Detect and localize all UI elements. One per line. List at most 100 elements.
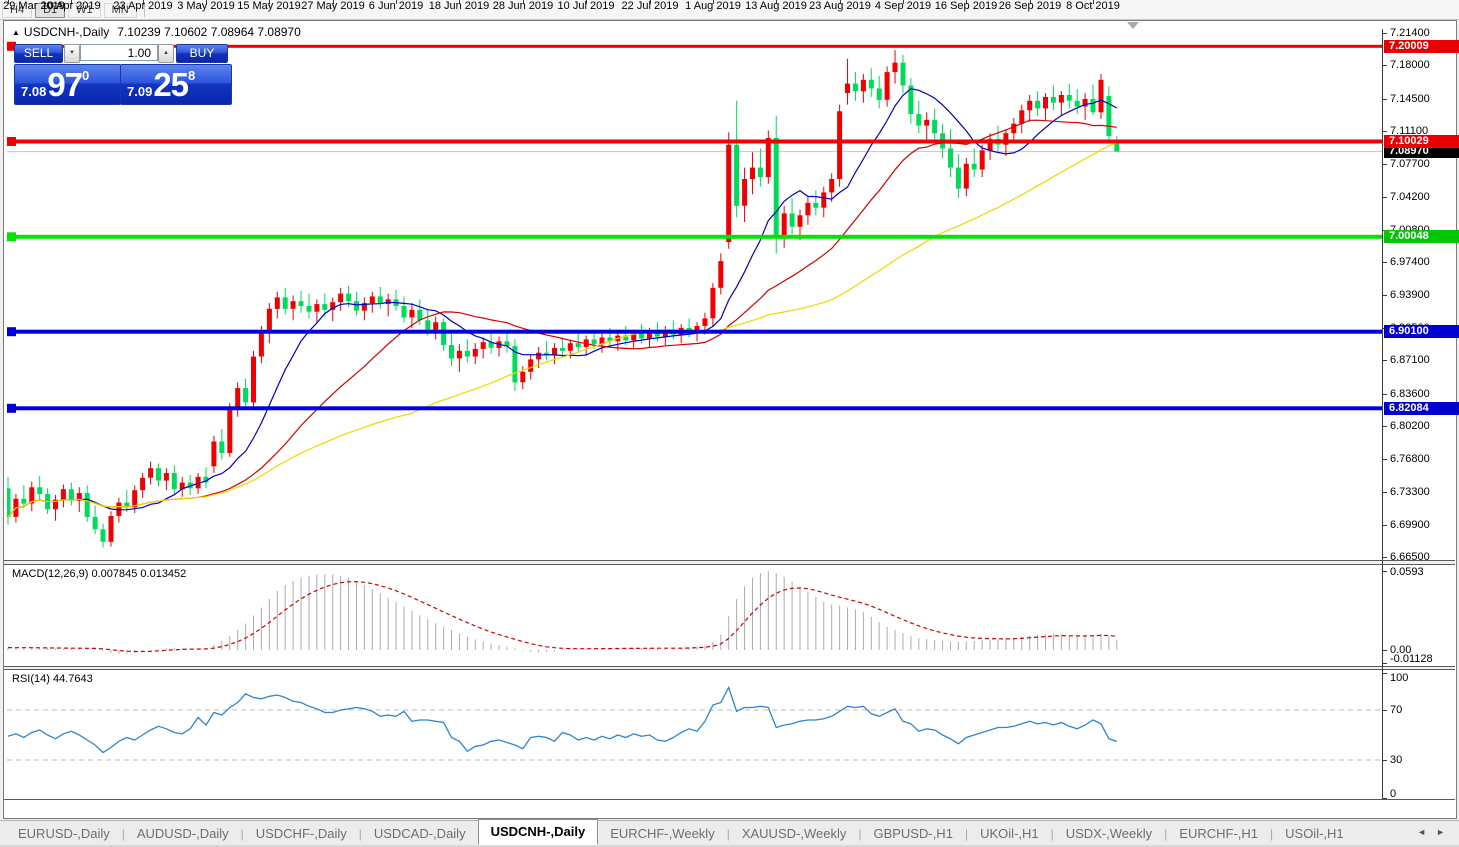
date-tick [713, 0, 714, 4]
chart-shift-marker-icon[interactable] [1127, 22, 1139, 29]
date-label: 27 May 2019 [301, 0, 365, 12]
tab-scroll-right-icon[interactable]: ► [1436, 827, 1455, 837]
tab-usdcad-daily[interactable]: USDCAD-,Daily [373, 826, 466, 841]
timeframe-button-d1[interactable]: D1 [35, 3, 66, 18]
price-macd-separator[interactable] [4, 560, 1455, 565]
macd-rsi-separator[interactable] [4, 666, 1455, 670]
price-axis-label: 7.14500 [1390, 93, 1430, 105]
tab-usdcnh-daily[interactable]: USDCNH-,Daily [477, 819, 599, 845]
price-axis-label: 7.04200 [1390, 191, 1430, 203]
date-label: 1 Aug 2019 [685, 0, 741, 12]
tab-separator: | [964, 827, 969, 841]
date-label: 29 Mar 2019 [3, 0, 65, 12]
date-label: 10 Jul 2019 [557, 0, 615, 12]
date-label: 6 Jun 2019 [368, 0, 424, 12]
date-label: 28 Jun 2019 [492, 0, 554, 12]
date-tick [650, 0, 651, 4]
date-label: 13 Aug 2019 [745, 0, 807, 12]
volume-input[interactable] [80, 44, 158, 61]
date-tick [459, 0, 460, 4]
timeframe-button-h4[interactable]: H4 [2, 3, 33, 18]
price-axis-label: 6.80200 [1390, 420, 1430, 432]
price-axis-tick [1383, 492, 1387, 493]
macd-axis-tick [1383, 650, 1387, 651]
date-tick [71, 0, 72, 4]
tab-usdx-weekly[interactable]: USDX-,Weekly [1065, 826, 1153, 841]
collapse-arrow-icon[interactable]: ▲ [12, 28, 20, 37]
price-axis-tick [1383, 557, 1387, 558]
tab-audusd-daily[interactable]: AUDUSD-,Daily [136, 826, 229, 841]
tab-eurusd-daily[interactable]: EURUSD-,Daily [18, 826, 110, 841]
date-label: 23 Apr 2019 [113, 0, 173, 12]
date-label: 10 Apr 2019 [41, 0, 101, 12]
price-axis-tick [1383, 525, 1387, 526]
price-badge-7.08970: 7.08970 [1384, 145, 1459, 158]
date-label: 16 Sep 2019 [934, 0, 998, 12]
date-label: 4 Sep 2019 [874, 0, 932, 12]
price-axis-label: 6.87100 [1390, 354, 1430, 366]
chart-ohlc-values: 7.10239 7.10602 7.08964 7.08970 [117, 25, 301, 39]
price-axis-tick [1383, 65, 1387, 66]
volume-decrease-button[interactable]: ▼ [64, 44, 80, 63]
sell-price-prefix: 7.08 [21, 84, 47, 99]
price-axis-label: 6.93900 [1390, 289, 1430, 301]
date-tick [903, 0, 904, 4]
tab-separator: | [1270, 827, 1274, 841]
price-badge-6.90100: 6.90100 [1384, 325, 1459, 338]
date-label: 8 Oct 2019 [1066, 0, 1120, 12]
timeframe-button-w1[interactable]: W1 [68, 3, 101, 18]
sell-button[interactable]: SELL [14, 44, 63, 63]
price-axis-tick [1383, 459, 1387, 460]
tab-xauusd-weekly[interactable]: XAUUSD-,Weekly [741, 826, 847, 841]
timeframe-button-mn[interactable]: MN [103, 3, 137, 18]
tab-separator: | [358, 827, 362, 841]
price-axis-tick [1383, 164, 1387, 165]
tab-gbpusd-h1[interactable]: GBPUSD-,H1 [873, 826, 953, 841]
price-badge-6.82084: 6.82084 [1384, 402, 1459, 415]
macd-axis-tick [1383, 663, 1387, 664]
date-label: 18 Jun 2019 [428, 0, 490, 12]
rsi-panel[interactable] [7, 670, 1383, 799]
price-axis-label: 7.11100 [1390, 125, 1429, 137]
price-chart[interactable] [7, 29, 1383, 563]
price-axis-label: 6.97400 [1390, 256, 1430, 268]
price-badge-7.00048: 7.00048 [1384, 230, 1459, 243]
price-axis-tick [1383, 131, 1387, 132]
tab-separator: | [121, 827, 125, 841]
buy-price-point: 8 [188, 68, 196, 83]
tab-separator: | [726, 827, 730, 841]
date-tick [269, 0, 270, 4]
price-axis-label: 6.83600 [1390, 388, 1430, 400]
price-axis-tick [1383, 360, 1387, 361]
tab-eurchf-h1[interactable]: EURCHF-,H1 [1179, 826, 1259, 841]
tab-usdchf-daily[interactable]: USDCHF-,Daily [255, 826, 347, 841]
price-axis-line [1382, 29, 1383, 799]
rsi-axis-label: 70 [1390, 704, 1403, 716]
date-tick [776, 0, 777, 4]
tab-scroll-left-icon[interactable]: ◄ [1417, 827, 1437, 837]
tab-usoil-h1[interactable]: USOil-,H1 [1285, 826, 1344, 841]
sell-price-display[interactable]: 7.08 97 0 [14, 64, 121, 105]
tab-eurchf-weekly[interactable]: EURCHF-,Weekly [610, 826, 715, 841]
timeframe-toolbar: H4 D1 W1 MN [0, 0, 1459, 20]
tab-separator: | [858, 827, 862, 841]
volume-increase-button[interactable]: ▲ [158, 44, 174, 63]
price-axis-tick [1383, 197, 1387, 198]
rsi-label: RSI(14) 44.7643 [12, 673, 93, 685]
price-badge-7.20009: 7.20009 [1384, 40, 1459, 53]
tab-ukoil-h1[interactable]: UKOil-,H1 [980, 826, 1039, 841]
buy-price-pips: 25 [153, 66, 189, 103]
status-strip [0, 845, 1459, 847]
rsi-axis-tick [1383, 760, 1387, 761]
date-tick [333, 0, 334, 4]
date-label: 23 Aug 2019 [809, 0, 871, 12]
macd-axis-label: 0.0593 [1390, 566, 1424, 578]
price-badge-7.10029: 7.10029 [1384, 135, 1459, 148]
macd-panel[interactable] [7, 565, 1383, 666]
price-axis-label: 6.73300 [1390, 486, 1430, 498]
rsi-axis-tick [1383, 710, 1387, 711]
buy-price-display[interactable]: 7.09 25 8 [120, 64, 232, 105]
buy-button[interactable]: BUY [176, 44, 228, 63]
chart-title: ▲ USDCNH-,Daily 7.10239 7.10602 7.08964 7.… [12, 25, 301, 39]
macd-label: MACD(12,26,9) 0.007845 0.013452 [12, 568, 187, 580]
